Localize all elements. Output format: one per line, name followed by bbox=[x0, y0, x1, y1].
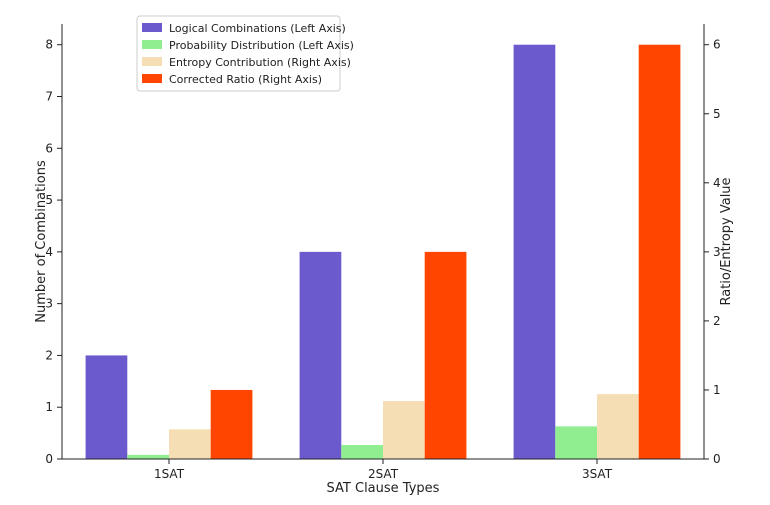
bar-corrected-2sat bbox=[424, 251, 467, 459]
x-tick-label-1sat: 1SAT bbox=[154, 467, 185, 481]
legend-box bbox=[136, 15, 341, 92]
bar-probability-3sat bbox=[555, 426, 597, 460]
axes-group: 0 1 2 3 4 5 6 7 8 0 1 2 3 4 5 6 1SAT 2SAT 3SAT bbox=[45, 24, 721, 481]
y-left-tick-label: 3 bbox=[45, 297, 53, 311]
y-right-tick-label: 5 bbox=[713, 107, 721, 121]
legend-swatch bbox=[142, 23, 162, 32]
legend-label: Probability Distribution (Left Axis) bbox=[169, 39, 354, 52]
y-right-tick-label: 4 bbox=[713, 176, 721, 190]
bar-logical-3sat bbox=[513, 44, 556, 460]
y-left-tick-label: 7 bbox=[45, 90, 53, 104]
bar-corrected-3sat bbox=[638, 44, 681, 460]
bar-corrected-1sat bbox=[210, 389, 253, 459]
legend-label: Corrected Ratio (Right Axis) bbox=[169, 73, 322, 86]
y-left-tick-label: 5 bbox=[45, 193, 53, 207]
y-left-tick-label: 0 bbox=[45, 452, 53, 466]
bar-logical-1sat bbox=[85, 355, 128, 459]
y-left-tick-label: 8 bbox=[45, 38, 53, 52]
bar-probability-2sat bbox=[341, 445, 383, 459]
y-left-tick-label: 1 bbox=[45, 400, 53, 414]
y-axis-right-title: Ratio/Entropy Value bbox=[719, 177, 734, 305]
bar-entropy-3sat bbox=[597, 394, 639, 459]
bar-probability-1sat bbox=[127, 454, 169, 459]
y-left-tick-label: 4 bbox=[45, 245, 53, 259]
legend: Logical Combinations (Left Axis) Probabil… bbox=[136, 15, 354, 92]
bars-group bbox=[85, 44, 681, 460]
y-right-tick-label: 0 bbox=[713, 452, 721, 466]
legend-swatch bbox=[142, 57, 162, 66]
y-right-tick-label: 2 bbox=[713, 314, 721, 328]
bar-entropy-2sat bbox=[383, 401, 425, 459]
bar-logical-2sat bbox=[299, 251, 342, 459]
legend-label: Logical Combinations (Left Axis) bbox=[169, 22, 346, 35]
legend-swatch bbox=[142, 74, 162, 83]
x-axis-title: SAT Clause Types bbox=[327, 481, 440, 496]
legend-label: Entropy Contribution (Right Axis) bbox=[169, 56, 351, 69]
x-tick-label-3sat: 3SAT bbox=[582, 467, 613, 481]
y-right-tick-label: 6 bbox=[713, 38, 721, 52]
bar-entropy-1sat bbox=[169, 429, 211, 459]
x-tick-label-2sat: 2SAT bbox=[368, 467, 399, 481]
y-right-tick-label: 3 bbox=[713, 245, 721, 259]
y-left-tick-label: 2 bbox=[45, 348, 53, 362]
y-right-tick-label: 1 bbox=[713, 383, 721, 397]
legend-swatch bbox=[142, 40, 162, 49]
y-left-tick-label: 6 bbox=[45, 141, 53, 155]
y-axis-left-title: Number of Combinations bbox=[34, 160, 49, 323]
